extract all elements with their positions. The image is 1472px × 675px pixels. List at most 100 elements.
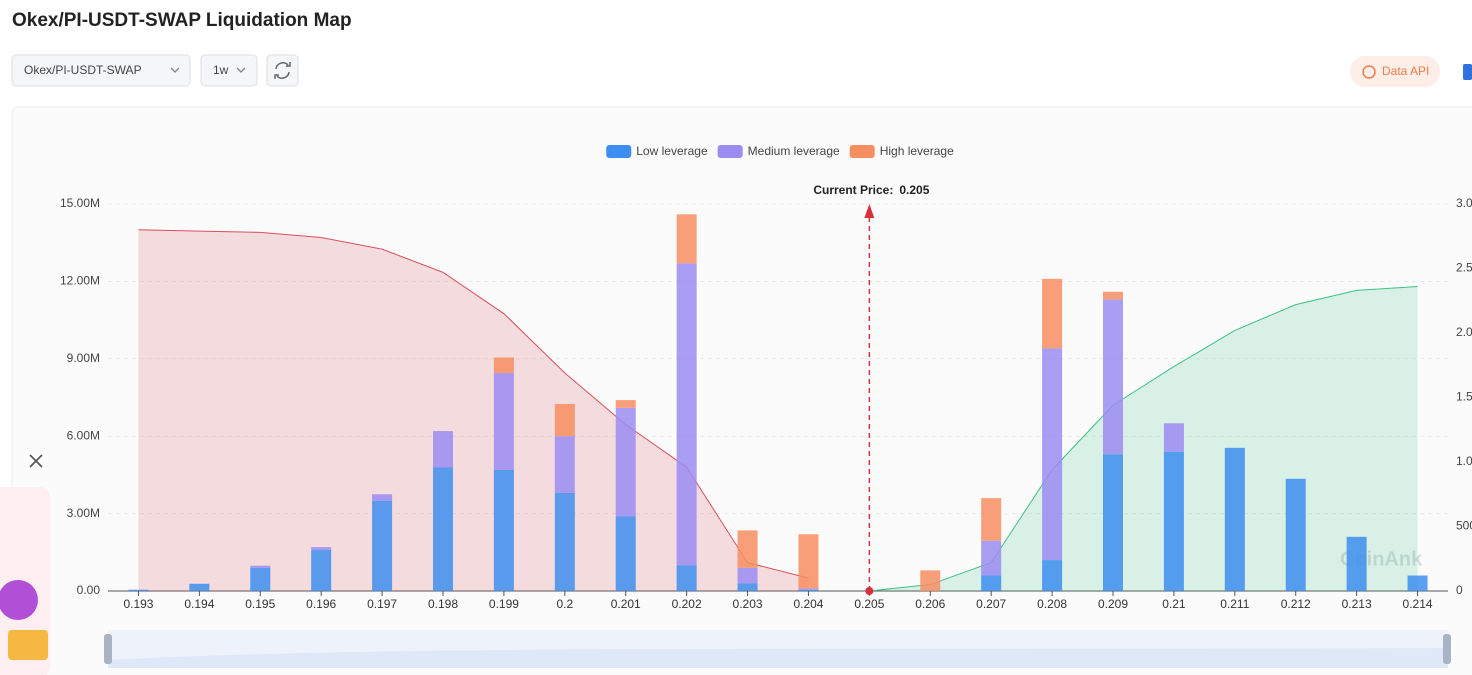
current-price-dot xyxy=(865,587,874,595)
bar-segment xyxy=(676,263,697,566)
data-api-text: Data API xyxy=(1382,64,1429,78)
promo-card[interactable] xyxy=(0,487,50,675)
cumulative-area xyxy=(138,229,809,592)
bar-segment xyxy=(615,400,636,408)
x-tick-label: 0.194 xyxy=(184,597,214,611)
bar-segment xyxy=(1103,299,1123,455)
bar-segment xyxy=(493,469,514,591)
side-icon[interactable] xyxy=(1463,64,1472,80)
symbol-text: Okex/PI-USDT-SWAP xyxy=(24,63,142,77)
y-tick-label: 6.00M xyxy=(67,428,100,442)
x-tick-label: 0.198 xyxy=(428,597,458,611)
bar-segment xyxy=(1224,447,1245,591)
bar-segment xyxy=(676,214,697,264)
legend-label: Low leverage xyxy=(636,144,708,158)
y-tick-label: 12.00M xyxy=(60,274,100,288)
x-tick-label: 0.197 xyxy=(367,597,397,611)
legend-item[interactable]: Low leverage xyxy=(606,144,708,158)
zoom-preview xyxy=(108,648,1448,668)
bar-segment xyxy=(798,588,819,590)
x-tick-label: 0.206 xyxy=(915,597,945,611)
promo-gift xyxy=(8,630,48,660)
y-tick-label: 3.00M xyxy=(67,506,100,520)
bar-segment xyxy=(737,530,758,568)
interval-select[interactable] xyxy=(200,54,258,87)
x-tick-label: 0.213 xyxy=(1342,597,1372,611)
bar-segment xyxy=(737,583,758,591)
x-tick-label: 0.214 xyxy=(1403,597,1433,611)
bar-segment xyxy=(311,547,332,550)
bar-segment xyxy=(1285,478,1306,591)
bar-segment xyxy=(981,540,1002,576)
cumulative-line xyxy=(138,229,809,579)
bar-segment xyxy=(1103,454,1123,591)
cumulative-area xyxy=(869,286,1418,591)
legend-swatch xyxy=(606,145,632,158)
close-icon[interactable] xyxy=(29,454,43,468)
chevron xyxy=(236,67,246,73)
bar-segment xyxy=(1042,278,1063,349)
bar-segment xyxy=(433,467,453,591)
legend-item[interactable]: Medium leverage xyxy=(717,144,840,158)
plot: CoinAnk0.003.00M6.00M9.00M12.00M15.00M05… xyxy=(60,144,1472,611)
y-tick-label: 9.00M xyxy=(67,351,100,365)
bar-segment xyxy=(189,583,210,591)
y2-tick-label: 1.50B xyxy=(1456,390,1472,404)
x-tick-label: 0.211 xyxy=(1220,597,1249,611)
x-tick-label: 0.199 xyxy=(489,597,519,611)
api-icon xyxy=(1362,65,1376,79)
page-title: Okex/PI-USDT-SWAP Liquidation Map xyxy=(12,10,352,31)
symbol-select[interactable] xyxy=(11,54,191,87)
y2-tick-label: 0 xyxy=(1456,583,1463,597)
bar-segment xyxy=(311,549,332,591)
x-tick-label: 0.205 xyxy=(854,597,884,611)
legend-label: High leverage xyxy=(880,144,954,158)
bar-segment xyxy=(920,570,941,591)
y2-tick-label: 2.50B xyxy=(1456,261,1472,275)
x-tick-label: 0.201 xyxy=(611,597,641,611)
y2-tick-label: 1.00B xyxy=(1456,454,1472,468)
bar-segment xyxy=(493,372,514,470)
x-tick-label: 0.204 xyxy=(793,597,823,611)
bar-segment xyxy=(372,494,393,501)
x-tick-label: 0.208 xyxy=(1037,597,1067,611)
bar-segment xyxy=(798,534,819,589)
x-tick-label: 0.2 xyxy=(556,597,573,611)
x-tick-label: 0.193 xyxy=(123,597,153,611)
current-price-label: Current Price: xyxy=(813,183,893,197)
legend-swatch xyxy=(849,145,875,158)
legend-item[interactable]: High leverage xyxy=(849,144,954,158)
bar-segment xyxy=(433,431,453,468)
cumulative-line xyxy=(869,286,1418,592)
bar-segment xyxy=(1042,560,1063,591)
bar-segment xyxy=(676,565,697,591)
bar-segment xyxy=(250,565,271,568)
promo-icon xyxy=(0,580,38,620)
bar-segment xyxy=(737,567,758,584)
x-tick-label: 0.195 xyxy=(245,597,275,611)
data-api-button[interactable] xyxy=(1350,56,1440,87)
bar-segment xyxy=(1163,451,1184,591)
y2-tick-label: 500.00M xyxy=(1456,519,1472,533)
y-tick-label: 15.00M xyxy=(60,196,100,210)
bar-segment xyxy=(1346,536,1367,591)
current-price-arrow xyxy=(864,204,875,218)
y2-tick-label: 2.00B xyxy=(1456,325,1472,339)
bar-segment xyxy=(981,575,1002,591)
legend-swatch xyxy=(717,145,743,158)
bar-segment xyxy=(981,498,1002,541)
interval-text: 1w xyxy=(213,63,229,77)
bar-segment xyxy=(1103,291,1123,300)
bar-segment xyxy=(798,589,819,591)
zoom-handle[interactable] xyxy=(1443,634,1451,664)
x-tick-label: 0.202 xyxy=(672,597,702,611)
bar-segment xyxy=(554,403,575,437)
bar-segment xyxy=(128,589,149,591)
chevron xyxy=(170,67,180,73)
bar-segment xyxy=(554,492,575,591)
refresh-button[interactable] xyxy=(266,54,299,87)
zoom-handle[interactable] xyxy=(104,634,112,664)
x-tick-label: 0.203 xyxy=(733,597,763,611)
